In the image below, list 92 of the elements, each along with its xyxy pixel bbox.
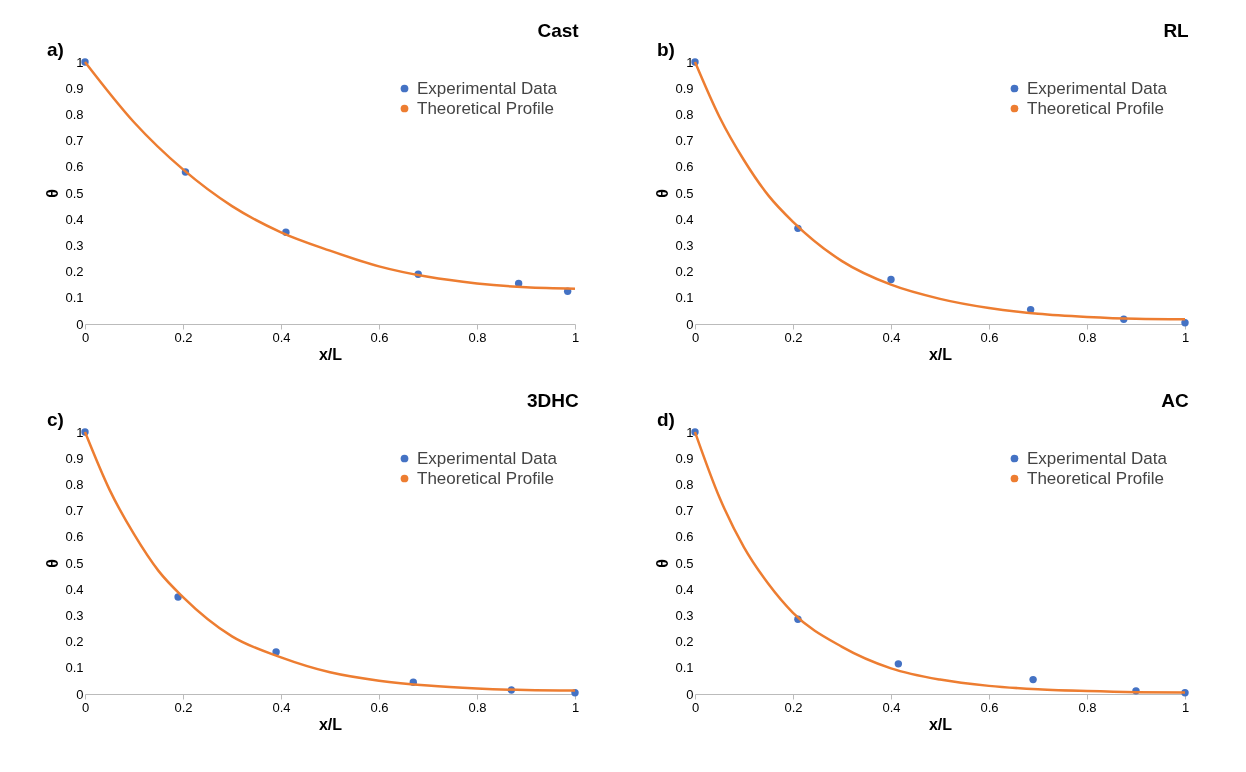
chart-title: AC [1161, 390, 1189, 411]
x-tick-label: 0.2 [174, 699, 193, 715]
y-tick-label: 1 [686, 424, 694, 440]
y-tick-label: 0.6 [675, 159, 694, 175]
y-tick-label: 0.4 [675, 581, 694, 597]
point [887, 275, 895, 284]
chart-title: Cast [537, 20, 580, 41]
y-tick-label: 0 [76, 686, 84, 702]
y-tick-label: 0.7 [675, 503, 694, 519]
y-tick-label: 0.6 [65, 159, 84, 175]
x-tick-label: 1 [1181, 329, 1190, 345]
y-tick-label: 0 [76, 316, 84, 332]
y-tick-label: 0.9 [65, 450, 84, 466]
x-axis-title: x/L [318, 715, 343, 733]
y-tick-label: 0.1 [675, 290, 694, 306]
y-axis-title: θ [44, 189, 62, 198]
x-tick-label: 0.8 [1078, 699, 1097, 715]
legend-label: Theoretical Profile [1027, 98, 1165, 118]
y-tick-label: 1 [76, 424, 84, 440]
x-tick-label: 0.6 [370, 329, 389, 345]
y-tick-label: 1 [76, 54, 84, 70]
y-tick-label: 0.2 [65, 264, 84, 280]
point [894, 660, 903, 668]
y-tick-label: 1 [686, 54, 694, 70]
y-axis-title: θ [654, 189, 672, 198]
chart-title: RL [1163, 20, 1190, 41]
y-tick-label: 0.3 [65, 237, 84, 253]
x-tick-label: 0.4 [272, 329, 291, 345]
y-tick-label: 0.4 [65, 211, 84, 227]
x-tick-label: 0.4 [272, 699, 291, 715]
y-tick-label: 0.2 [675, 264, 694, 280]
y-tick-label: 0.1 [65, 660, 84, 676]
x-tick-label: 0.2 [174, 329, 193, 345]
x-tick-label: 0.2 [784, 699, 803, 715]
x-axis-title: x/L [318, 345, 343, 363]
y-tick-label: 0.8 [675, 106, 694, 122]
x-axis-title: x/L [928, 345, 953, 363]
legend-label: Experimental Data [1027, 78, 1168, 98]
y-tick-label: 0 [686, 316, 694, 332]
y-tick-label: 0 [686, 686, 694, 702]
y-tick-label: 0.5 [675, 555, 694, 571]
y-tick-label: 0.3 [675, 607, 694, 623]
legend-label: Experimental Data [1027, 448, 1168, 468]
x-tick-label: 1 [1181, 699, 1190, 715]
line-series [83, 60, 577, 290]
y-tick-label: 0.7 [65, 503, 84, 519]
legend-label: Experimental Data [417, 78, 558, 98]
y-tick-label: 0.6 [675, 529, 694, 545]
y-tick-label: 0.3 [65, 607, 84, 623]
y-tick-label: 0.8 [65, 106, 84, 122]
y-tick-label: 0.3 [675, 237, 694, 253]
x-tick-label: 0.6 [980, 329, 999, 345]
y-axis-title: θ [44, 559, 62, 568]
y-tick-label: 0.4 [65, 581, 84, 597]
x-tick-label: 1 [571, 329, 580, 345]
y-tick-label: 0.6 [65, 529, 84, 545]
y-tick-label: 0.5 [65, 185, 84, 201]
text: a) [47, 39, 64, 60]
x-tick-label: 0.8 [468, 329, 487, 345]
y-tick-label: 0.8 [675, 476, 694, 492]
y-tick-label: 0.4 [675, 211, 694, 227]
x-tick-label: 0.4 [882, 699, 901, 715]
y-axis-title: θ [654, 559, 672, 568]
legend-label: Experimental Data [417, 448, 558, 468]
y-tick-label: 0.5 [675, 185, 694, 201]
x-tick-label: 0.6 [980, 699, 999, 715]
y-tick-label: 0.1 [675, 660, 694, 676]
x-tick-label: 0.6 [370, 699, 389, 715]
x-axis-title: x/L [928, 715, 953, 733]
text: c) [47, 409, 64, 430]
y-tick-label: 0.7 [65, 133, 84, 149]
legend-label: Theoretical Profile [1027, 468, 1165, 488]
y-tick-label: 0.1 [65, 290, 84, 306]
y-tick-label: 0.5 [65, 555, 84, 571]
y-tick-label: 0.9 [675, 80, 694, 96]
y-tick-label: 0.9 [675, 450, 694, 466]
y-tick-label: 0.2 [675, 634, 694, 650]
x-tick-label: 0.4 [882, 329, 901, 345]
legend-label: Theoretical Profile [417, 98, 555, 118]
x-tick-label: 1 [571, 699, 580, 715]
y-tick-label: 0.2 [65, 634, 84, 650]
x-tick-label: 0.8 [468, 699, 487, 715]
legend-label: Theoretical Profile [417, 468, 555, 488]
y-tick-label: 0.8 [65, 476, 84, 492]
x-tick-label: 0.8 [1078, 329, 1097, 345]
x-tick-label: 0.2 [784, 329, 803, 345]
y-tick-label: 0.9 [65, 80, 84, 96]
text: b) [657, 39, 675, 60]
point [1029, 675, 1037, 684]
y-tick-label: 0.7 [675, 133, 694, 149]
text: d) [657, 409, 675, 430]
chart-title: 3DHC [526, 390, 579, 411]
